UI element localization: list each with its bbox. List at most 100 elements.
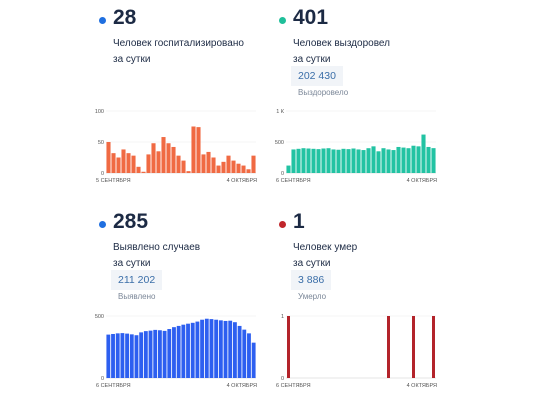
y-tick-label: 500 (95, 314, 104, 320)
bar (176, 155, 181, 173)
bar (346, 149, 351, 173)
bar (111, 333, 115, 378)
bar (401, 147, 406, 173)
y-tick-label: 0 (281, 376, 284, 382)
y-tick-label: 1 (281, 314, 284, 320)
y-tick-label: 1 К (276, 109, 285, 115)
bar (326, 148, 331, 173)
x-tick-label: 4 ОКТЯБРЯ (227, 178, 257, 184)
bar (366, 148, 371, 173)
bar (331, 149, 336, 173)
hospitalized-chart: 0 50 100 5 СЕНТЯБРЯ 4 ОКТЯБРЯ (95, 109, 257, 184)
deaths-chart: 0 1 6 СЕНТЯБРЯ 4 ОКТЯБРЯ (276, 314, 437, 389)
desc-line: за сутки (113, 258, 151, 269)
deaths-description: Человек умер за сутки (293, 240, 493, 272)
bar (241, 165, 246, 173)
bar (166, 143, 171, 173)
cases-count: 285 (113, 210, 149, 233)
bar (396, 146, 401, 173)
bar (141, 171, 146, 173)
bar (228, 320, 233, 378)
bar (406, 148, 411, 173)
bar (411, 145, 416, 173)
bar (136, 166, 141, 173)
recovered-chart: 0 500 1 К 6 СЕНТЯБРЯ 4 ОКТЯБРЯ (275, 109, 437, 184)
bar (190, 322, 195, 378)
bar (148, 330, 153, 378)
hospitalized-description: Человек госпитализировано за сутки (113, 36, 313, 68)
recovered-total: 202 430 (291, 66, 343, 86)
recovered-description: Человек выздоровел за сутки (293, 36, 493, 68)
bar (125, 333, 130, 378)
y-tick-label: 0 (101, 376, 104, 382)
status-dot (279, 221, 286, 228)
bar (237, 325, 242, 378)
bar (371, 146, 376, 173)
bar (321, 148, 326, 173)
bar (167, 329, 172, 378)
bar (171, 146, 176, 173)
cases-description: Выявлено случаев за сутки (113, 240, 313, 272)
bar (116, 157, 121, 173)
bar (221, 161, 226, 173)
bar (181, 324, 186, 378)
desc-line: Человек госпитализировано (113, 38, 244, 49)
bar (421, 134, 426, 173)
cases-total: 211 202 (111, 270, 163, 290)
bar (416, 146, 421, 173)
bar (426, 146, 431, 173)
desc-line: за сутки (113, 54, 151, 65)
y-tick-label: 50 (98, 140, 104, 146)
bar (356, 149, 361, 173)
bar (195, 321, 200, 378)
bar (251, 342, 256, 378)
bar (115, 333, 120, 378)
x-tick-label: 6 СЕНТЯБРЯ (276, 383, 311, 389)
desc-line: за сутки (293, 258, 331, 269)
desc-line: Человек выздоровел (293, 38, 390, 49)
x-tick-label: 4 ОКТЯБРЯ (407, 383, 437, 389)
bar (172, 327, 176, 378)
bar (247, 333, 251, 378)
x-tick-label: 5 СЕНТЯБРЯ (96, 178, 131, 184)
bar (106, 334, 111, 378)
bar (296, 148, 301, 173)
bar (126, 153, 131, 173)
bar (391, 150, 396, 173)
bar (153, 329, 158, 378)
bar (131, 155, 136, 173)
bar (106, 142, 111, 173)
bar (232, 322, 237, 378)
bar (287, 316, 290, 378)
bar (351, 148, 356, 173)
bar (209, 319, 214, 378)
recovered-count: 401 (293, 6, 329, 29)
panel-deaths: 1 Человек умер за сутки 3 886 Умерло (273, 210, 533, 410)
deaths-total-label: Умерло (298, 292, 327, 301)
desc-line: Человек умер (293, 242, 358, 253)
bar (316, 149, 321, 173)
y-tick-label: 100 (95, 109, 104, 115)
cases-chart: 0 500 6 СЕНТЯБРЯ 4 ОКТЯБРЯ (95, 314, 257, 389)
x-tick-label: 4 ОКТЯБРЯ (407, 178, 437, 184)
bar (157, 330, 162, 378)
deaths-total: 3 886 (291, 270, 332, 290)
bar (246, 169, 251, 173)
bar (201, 154, 206, 173)
bar (291, 149, 296, 173)
bar (200, 319, 205, 378)
bar (301, 148, 306, 173)
bar (204, 318, 209, 378)
bar (431, 148, 436, 173)
bar (218, 320, 223, 378)
bar (236, 163, 241, 173)
bar (311, 148, 316, 173)
bar (176, 325, 181, 378)
bar (151, 143, 156, 173)
bar (146, 154, 151, 173)
panel-hospitalized: 28 Человек госпитализировано за сутки (93, 6, 353, 206)
bar (381, 148, 386, 173)
hospitalized-count: 28 (113, 6, 137, 29)
bar (376, 151, 381, 173)
bar (336, 149, 341, 173)
